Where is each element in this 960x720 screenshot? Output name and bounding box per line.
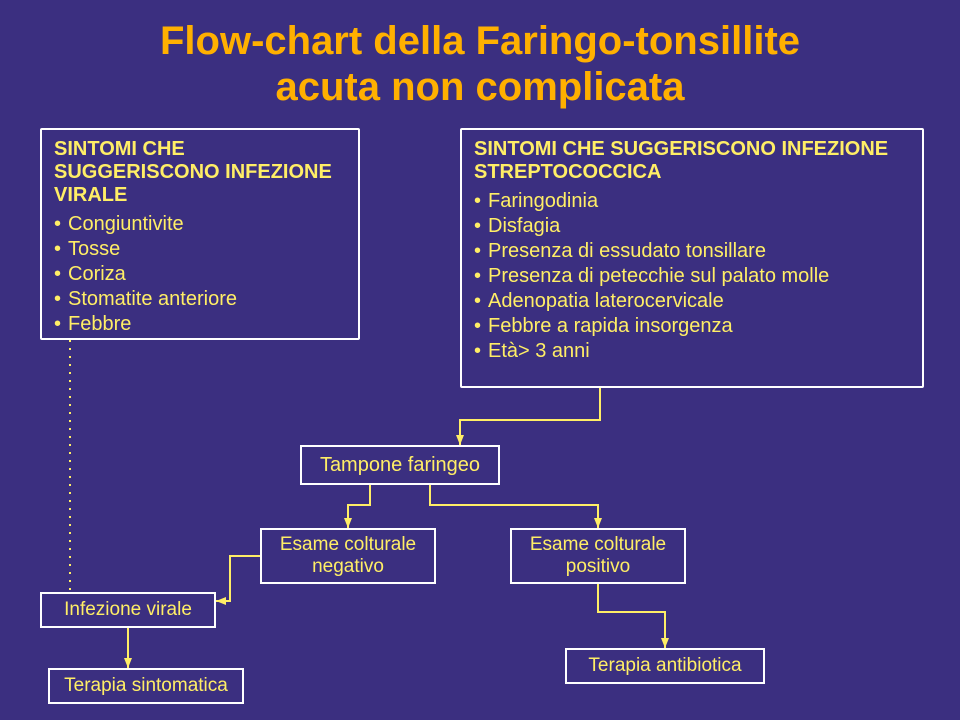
box-tampone-label: Tampone faringeo	[320, 454, 480, 477]
list-item: Età> 3 anni	[474, 340, 910, 363]
list-item: Febbre a rapida insorgenza	[474, 315, 910, 338]
box-esame-positivo: Esame colturale positivo	[510, 528, 686, 584]
box-neg-label: Esame colturale negativo	[280, 534, 416, 578]
box-infezione-virale: Infezione virale	[40, 592, 216, 628]
list-item: Disfagia	[474, 215, 910, 238]
title-line1: Flow-chart della Faringo-tonsillite	[160, 19, 800, 63]
list-item: Febbre	[54, 313, 346, 336]
list-item: Faringodinia	[474, 190, 910, 213]
box-viral-symptoms: SINTOMI CHE SUGGERISCONO INFEZIONE VIRAL…	[40, 128, 360, 340]
box-tsint-label: Terapia sintomatica	[64, 675, 228, 697]
box-tampone: Tampone faringeo	[300, 445, 500, 485]
list-item: Congiuntivite	[54, 213, 346, 236]
box-esame-negativo: Esame colturale negativo	[260, 528, 436, 584]
box-strep-list: Faringodinia Disfagia Presenza di essuda…	[474, 190, 910, 363]
page-title: Flow-chart della Faringo-tonsillite acut…	[0, 18, 960, 110]
box-strep-heading: SINTOMI CHE SUGGERISCONO INFEZIONE STREP…	[474, 138, 910, 184]
list-item: Presenza di petecchie sul palato molle	[474, 265, 910, 288]
title-line2: acuta non complicata	[276, 65, 685, 109]
list-item: Tosse	[54, 238, 346, 261]
box-tabx-label: Terapia antibiotica	[588, 655, 741, 677]
box-strep-symptoms: SINTOMI CHE SUGGERISCONO INFEZIONE STREP…	[460, 128, 924, 388]
box-pos-label: Esame colturale positivo	[530, 534, 666, 578]
list-item: Presenza di essudato tonsillare	[474, 240, 910, 263]
box-viral-list: Congiuntivite Tosse Coriza Stomatite ant…	[54, 213, 346, 336]
list-item: Coriza	[54, 263, 346, 286]
box-infv-label: Infezione virale	[64, 599, 192, 621]
box-viral-heading: SINTOMI CHE SUGGERISCONO INFEZIONE VIRAL…	[54, 138, 346, 207]
box-terapia-antibiotica: Terapia antibiotica	[565, 648, 765, 684]
list-item: Adenopatia laterocervicale	[474, 290, 910, 313]
box-terapia-sintomatica: Terapia sintomatica	[48, 668, 244, 704]
list-item: Stomatite anteriore	[54, 288, 346, 311]
